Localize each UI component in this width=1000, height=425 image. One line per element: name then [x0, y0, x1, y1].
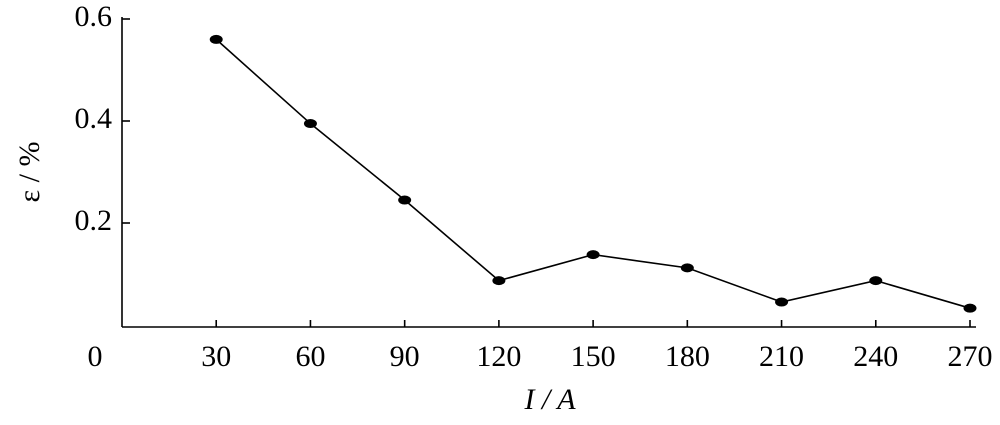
x-tick-label: 90	[390, 340, 420, 373]
marker	[586, 250, 600, 260]
y-axis-label: ε / %	[13, 142, 46, 203]
line	[215, 38, 971, 309]
marker	[775, 297, 789, 307]
marker	[303, 119, 317, 129]
x-tick-label: 270	[948, 340, 993, 373]
x-tick-label: 60	[295, 340, 325, 373]
x-tick-label: 0	[88, 340, 103, 373]
y-tick-label: 0.2	[75, 204, 113, 237]
marker	[869, 276, 883, 286]
x-tick-label: 180	[665, 340, 710, 373]
x-tick-label: 240	[853, 340, 898, 373]
x-axis-label: I / A	[523, 383, 576, 416]
y-tick-label: 0.4	[75, 102, 113, 135]
x-tick-label: 30	[201, 340, 231, 373]
marker	[680, 263, 694, 273]
x-tick-label: 150	[571, 340, 616, 373]
y-tick-label: 0.6	[75, 0, 113, 33]
x-tick-label: 120	[476, 340, 521, 373]
marker	[398, 195, 412, 205]
x-tick-label: 210	[759, 340, 804, 373]
marker	[492, 276, 506, 286]
marker	[209, 34, 223, 44]
marker	[963, 303, 977, 313]
